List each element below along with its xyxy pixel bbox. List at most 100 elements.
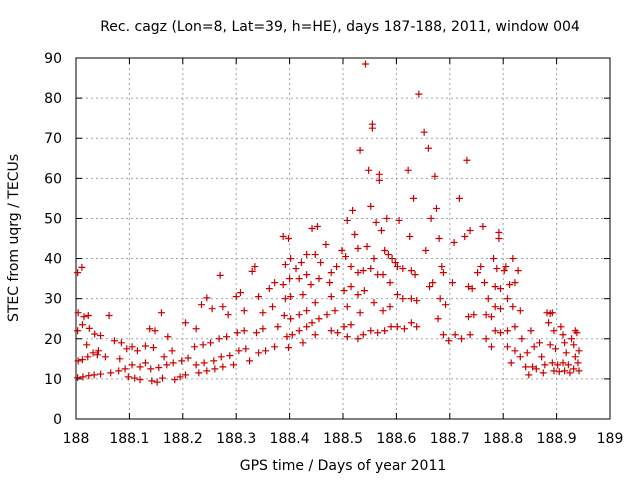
data-point (157, 309, 165, 317)
data-point (281, 261, 289, 269)
data-point (363, 243, 371, 251)
data-point (78, 263, 86, 271)
data-point (497, 329, 505, 337)
data-point (407, 267, 415, 275)
data-point (317, 259, 325, 267)
y-tick-label: 40 (44, 252, 62, 268)
data-point (439, 331, 447, 339)
data-point (548, 359, 556, 367)
data-point (552, 345, 560, 353)
data-point (347, 283, 355, 291)
data-point (354, 269, 362, 277)
data-point (333, 263, 341, 271)
data-point (295, 327, 303, 335)
data-point (160, 353, 168, 361)
data-point (367, 265, 375, 273)
x-tick-label: 188.6 (376, 431, 416, 447)
data-point (308, 224, 316, 232)
data-point (121, 365, 129, 373)
data-point (511, 347, 519, 355)
data-point (271, 343, 279, 351)
data-point (400, 325, 408, 333)
data-point (299, 339, 307, 347)
data-point (507, 359, 515, 367)
data-point (464, 283, 472, 291)
data-point (439, 269, 447, 277)
data-point (116, 355, 124, 363)
data-point (347, 263, 355, 271)
data-point (200, 359, 208, 367)
data-point (338, 247, 346, 255)
data-point (468, 285, 476, 293)
data-point (481, 279, 489, 287)
data-point (226, 352, 234, 360)
data-point (393, 263, 401, 271)
data-point (105, 312, 113, 320)
data-point (91, 330, 99, 338)
data-point (427, 214, 435, 222)
data-point (215, 335, 223, 343)
data-point (74, 309, 82, 317)
data-point (561, 339, 569, 347)
data-point (395, 216, 403, 224)
data-point (115, 367, 123, 375)
data-point (295, 275, 303, 283)
data-point (548, 309, 556, 317)
data-point (381, 327, 389, 335)
data-point (168, 347, 176, 355)
data-point (474, 269, 482, 277)
data-point (406, 232, 414, 240)
data-point (80, 313, 88, 321)
data-point (530, 343, 538, 351)
data-point (303, 271, 311, 279)
data-point (561, 367, 569, 375)
data-point (550, 367, 558, 375)
data-point (181, 319, 189, 327)
data-point (491, 327, 499, 335)
data-point (340, 323, 348, 331)
data-point (326, 279, 334, 287)
data-point (445, 337, 453, 345)
data-point (97, 370, 105, 378)
data-point (155, 364, 163, 372)
data-point (351, 230, 359, 238)
data-point (487, 343, 495, 351)
data-point (435, 235, 443, 242)
data-point (455, 194, 463, 202)
data-point (281, 295, 289, 303)
data-point (388, 255, 396, 263)
data-point (367, 327, 375, 335)
data-point (375, 176, 383, 184)
data-point (74, 269, 82, 277)
data-point (136, 376, 144, 384)
data-point (393, 323, 401, 331)
data-point (550, 327, 558, 335)
x-tick-label: 188 (63, 431, 90, 447)
data-point (269, 303, 277, 311)
data-point (493, 265, 501, 273)
data-point (413, 297, 421, 305)
data-point (497, 285, 505, 293)
data-point (133, 347, 141, 355)
data-point (203, 294, 211, 302)
y-tick-label: 80 (44, 91, 62, 107)
y-tick-label: 50 (44, 211, 62, 227)
data-point (343, 216, 351, 224)
data-point (224, 311, 232, 319)
x-tick-label: 188.9 (537, 431, 577, 447)
data-point (323, 311, 331, 319)
data-point (219, 303, 227, 311)
x-tick-label: 188.3 (216, 431, 256, 447)
y-tick-label: 70 (44, 131, 62, 147)
data-point (255, 293, 263, 301)
data-point (259, 309, 267, 317)
data-point (279, 232, 287, 240)
data-point (287, 293, 295, 301)
data-point (546, 341, 554, 349)
data-point (575, 347, 583, 355)
data-point (516, 307, 524, 315)
data-point (365, 166, 373, 174)
data-point (570, 365, 578, 373)
data-points (74, 60, 583, 386)
